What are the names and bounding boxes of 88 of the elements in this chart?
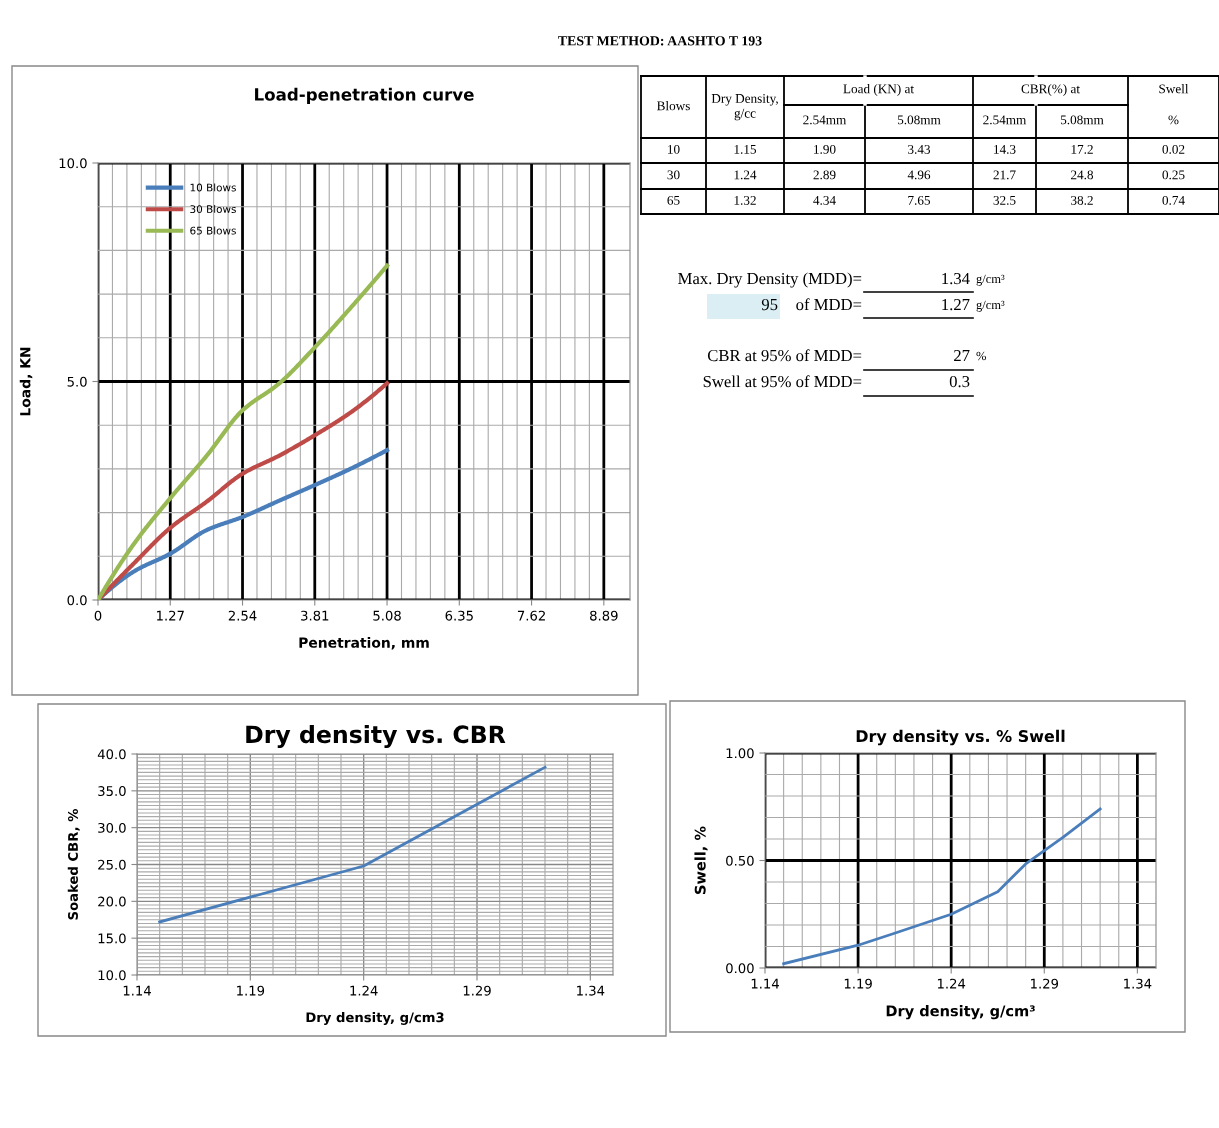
legend-label: 10 Blows [190,183,236,192]
text: 27 [954,349,970,362]
text: 1.24 [734,170,757,180]
y-tick-label: 0.50 [726,855,754,866]
x-tick-label: 1.24 [350,985,378,996]
text: 5.08mm [1060,115,1104,125]
text: 4.96 [907,170,931,180]
y-tick-label: 40.0 [97,749,126,760]
text: 1.32 [734,195,756,205]
text: 17.2 [1071,144,1093,154]
text: 5.08mm [897,115,941,125]
text: 3.43 [908,144,931,154]
text: 1.34 [942,272,970,285]
text: 2.54mm [803,115,847,125]
y-tick-label: 10.0 [98,970,126,981]
x-tick-label: 5.08 [373,610,401,621]
text: of MDD= [796,298,862,311]
y-tick-label: 15.0 [98,933,126,944]
x-tick-label: 1.14 [751,978,779,989]
text: 4.34 [813,195,836,205]
line-series [782,807,1102,966]
text: 0.3 [949,375,970,388]
y-tick-label: 35.0 [98,786,126,797]
x-tick-label: 6.35 [445,610,473,621]
text: 2.54mm [983,115,1027,125]
x-tick-label: 3.81 [301,610,329,621]
x-tick-label: 1.19 [844,978,872,989]
x-axis-title: Dry density, g/cm³ [886,1005,1035,1020]
text: % [976,351,986,361]
x-tick-label: 0 [94,610,102,621]
text: 21.7 [993,170,1016,180]
text: Max. Dry Density (MDD)= [678,272,862,288]
x-tick-label: 1.14 [123,985,151,996]
y-tick-label: 0.0 [67,595,87,606]
text: 0.74 [1162,195,1185,205]
text: 7.65 [908,195,931,205]
text: g/cm³ [976,274,1005,286]
text: 38.2 [1071,195,1093,205]
x-tick-label: 1.19 [237,985,265,996]
y-tick-label: 25.0 [98,859,126,870]
text: 1.90 [814,144,836,154]
text: Swell [1159,84,1189,94]
text: 65 [667,195,680,205]
text: 0.02 [1162,144,1185,154]
text: Load (KN) at [843,84,914,96]
text: 1.15 [734,144,757,154]
x-tick-label: 8.89 [590,610,618,621]
text: Dry Density, g/cc [711,94,778,121]
chart-title: Dry density vs. CBR [246,724,506,748]
text: % [1168,115,1179,125]
text: 24.8 [1071,170,1094,180]
legend-label: 30 Blows [190,204,236,213]
chart-title: Dry density vs. % Swell [856,729,1065,746]
x-tick-label: 1.27 [157,610,184,621]
text: 32.5 [993,195,1016,205]
x-axis-title: Penetration, mm [299,637,429,650]
chart-title: Load-penetration curve [255,87,474,104]
y-tick-label: 0.00 [726,963,754,974]
text: 14.3 [994,144,1016,154]
text: CBR at 95% of MDD= [707,349,862,362]
x-tick-label: 2.54 [228,610,257,621]
text: TEST METHOD: AASHTO T 193 [558,36,762,46]
y-tick-label: 20.0 [98,896,126,907]
text: Swell at 95% of MDD= [703,375,862,388]
x-tick-label: 1.34 [577,985,605,996]
x-axis-title: Dry density, g/cm3 [306,1012,444,1025]
text: 10 [668,144,680,154]
text: 1.27 [942,298,970,311]
y-axis-title: Soaked CBR, % [67,808,80,920]
x-tick-label: 1.34 [1124,978,1152,989]
x-tick-label: 1.24 [937,978,966,989]
text: 95 [761,298,778,311]
x-tick-label: 1.29 [1031,978,1059,989]
y-tick-label: 30.0 [98,822,126,833]
y-tick-label: 10.0 [59,158,87,169]
text: 30 [667,170,680,180]
legend-label: 65 Blows [190,226,236,235]
text: 0.25 [1162,170,1185,180]
x-tick-label: 1.29 [463,985,491,996]
x-tick-label: 7.62 [517,610,545,621]
y-tick-label: 1.00 [726,748,754,759]
y-axis-title: Load, KN [19,347,33,416]
y-tick-label: 5.0 [67,376,87,387]
text: Blows [657,101,690,111]
text: CBR(%) at [1021,84,1080,96]
y-axis-title: Swell, % [694,826,708,894]
text: 2.89 [813,170,836,180]
text: g/cm³ [976,300,1005,312]
